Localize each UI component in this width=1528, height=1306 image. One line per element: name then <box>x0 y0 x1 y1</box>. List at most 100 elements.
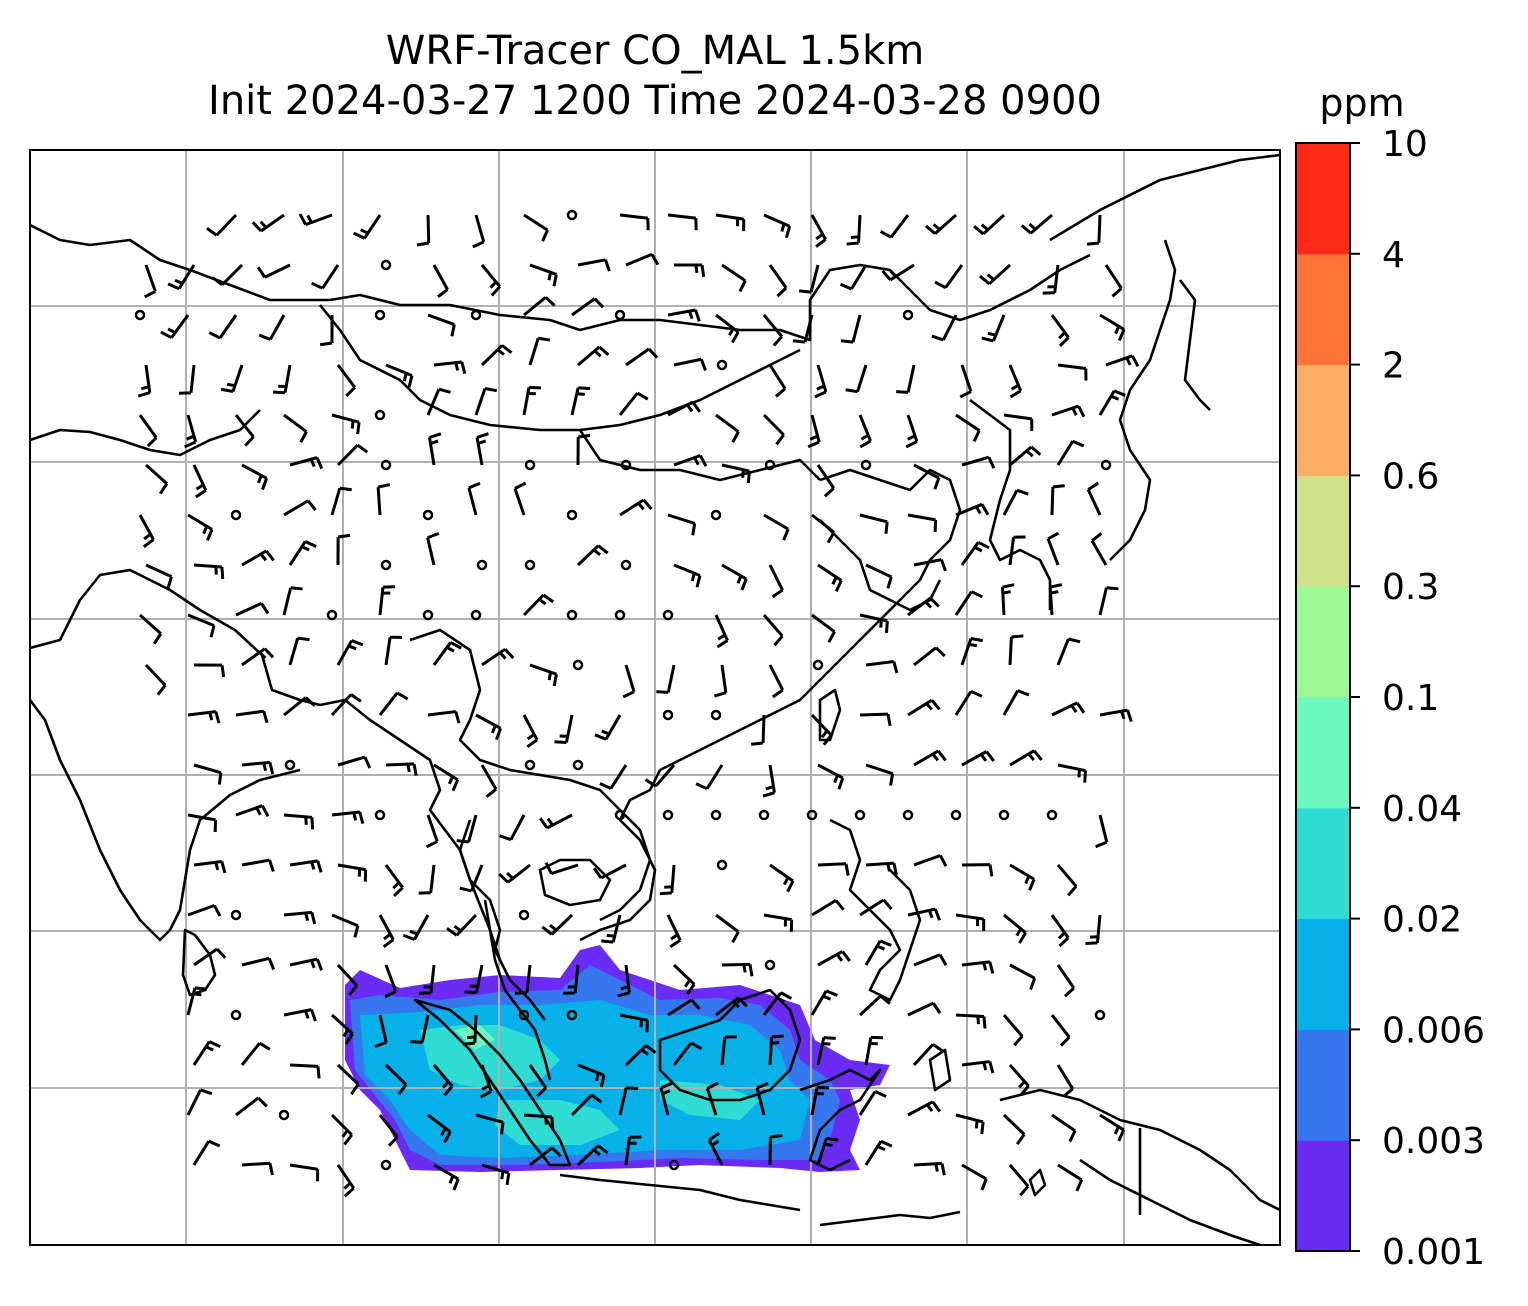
wind-barb <box>768 264 788 298</box>
wind-barb <box>193 563 225 580</box>
wind-barb-calm <box>662 809 674 821</box>
wind-barb <box>924 213 957 235</box>
wind-barb <box>385 762 418 776</box>
wind-barb <box>763 513 790 541</box>
wind-barb <box>283 910 317 925</box>
wind-barb <box>934 264 964 289</box>
wind-barb <box>817 563 843 592</box>
wind-barb <box>208 314 238 340</box>
yellow-sea <box>819 468 962 581</box>
wind-barb <box>762 764 776 798</box>
wind-barb <box>755 1081 769 1116</box>
wind-barb <box>1050 1014 1071 1047</box>
china-east-coast <box>659 579 921 772</box>
mongolia-north <box>579 253 1091 342</box>
wind-barb <box>858 994 891 1017</box>
wind-barb <box>192 1040 221 1066</box>
colorbar-tick-label: 0.003 <box>1382 1121 1485 1162</box>
wind-barb <box>721 563 748 591</box>
wind-barb <box>479 1064 493 1099</box>
wind-barb <box>817 862 850 876</box>
wind-barb <box>673 563 702 588</box>
wind-barb <box>513 481 527 516</box>
wind-barb <box>427 313 456 337</box>
wind-barb <box>768 364 787 398</box>
wind-barb <box>961 455 996 469</box>
wind-barb <box>570 386 591 416</box>
wind-barb <box>1003 413 1034 431</box>
wind-barb <box>432 264 449 298</box>
wind-barb <box>810 713 833 746</box>
wind-barb <box>979 263 1012 285</box>
russian-far-east <box>1109 239 1177 561</box>
wind-barb <box>193 663 226 678</box>
wind-barb <box>907 1001 942 1017</box>
wind-barb <box>514 964 532 995</box>
wind-barb <box>750 714 766 746</box>
wind-barb <box>235 709 269 724</box>
wind-barb <box>1051 404 1086 418</box>
wind-barb <box>1057 363 1088 381</box>
northeast-coast <box>1049 153 1280 242</box>
wind-barb <box>810 214 827 248</box>
wind-barb <box>523 296 556 317</box>
wind-barb <box>618 1086 639 1116</box>
wind-barb <box>955 913 986 932</box>
wind-barb <box>981 314 1006 343</box>
wind-barb <box>480 344 513 367</box>
wind-barb <box>289 1063 321 1079</box>
wind-barb <box>913 1161 946 1176</box>
wind-barb <box>193 859 227 874</box>
wind-barb <box>258 314 286 341</box>
wind-barb <box>1008 1064 1030 1097</box>
wind-barb <box>427 432 442 466</box>
wind-barb <box>1002 1014 1024 1047</box>
wind-barb <box>289 1163 320 1182</box>
borneo <box>658 988 802 1102</box>
wind-barb-calm <box>716 859 728 871</box>
wind-barb <box>1046 531 1060 566</box>
wind-barb <box>721 463 751 484</box>
wind-barb <box>961 863 994 877</box>
wind-barb <box>659 1081 673 1116</box>
wind-barb <box>619 498 653 517</box>
wind-barb <box>475 713 503 741</box>
wind-barb <box>1105 354 1140 368</box>
india-west-coast <box>30 699 187 942</box>
wind-barb <box>523 1113 555 1130</box>
wind-barb <box>1056 439 1085 466</box>
wind-barb <box>145 463 169 495</box>
wind-barb <box>187 904 222 917</box>
wind-barb <box>817 763 845 790</box>
wind-barb-calm <box>524 759 536 771</box>
wind-barb <box>715 996 748 1017</box>
wind-barb <box>667 213 698 231</box>
wind-barb <box>145 563 173 589</box>
map-frame <box>29 149 1281 1246</box>
wind-barb-calm <box>710 709 722 721</box>
wind-barb <box>763 213 792 239</box>
wind-barb <box>858 1090 887 1116</box>
wind-barb-calm <box>902 809 914 821</box>
wind-barb-calm <box>758 809 770 821</box>
wind-barb <box>235 1096 268 1117</box>
wind-barb <box>330 1013 354 1045</box>
wind-barb <box>336 1063 360 1095</box>
bohai <box>819 519 942 612</box>
colorbar-tick-label: 0.6 <box>1382 456 1439 497</box>
colorbar-tick-label: 10 <box>1382 124 1428 165</box>
wind-barb <box>601 914 622 944</box>
wind-barb <box>1009 963 1037 991</box>
wind-barb <box>913 463 941 490</box>
wind-barb <box>240 1041 271 1066</box>
wind-barb <box>467 481 481 516</box>
wind-barb <box>402 914 430 941</box>
wind-barb <box>907 596 940 617</box>
wind-barb <box>425 814 439 849</box>
wind-barb <box>193 947 227 967</box>
wind-barb <box>432 641 462 666</box>
new-guinea-south <box>1079 1158 1261 1245</box>
title-line-2: Init 2024-03-27 1200 Time 2024-03-28 090… <box>208 78 1102 124</box>
halmahera <box>928 1048 952 1092</box>
wind-barb-calm <box>566 509 578 521</box>
